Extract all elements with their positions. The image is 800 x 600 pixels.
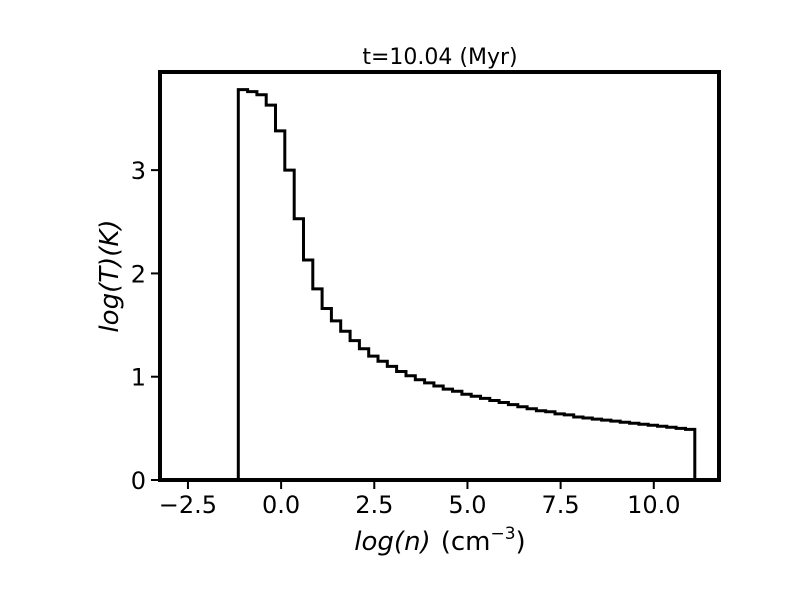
y-tick-label: 2	[131, 260, 146, 288]
x-axis-label-variable: log(n)	[354, 527, 430, 557]
x-axis-label-exponent: −3	[490, 524, 515, 544]
y-tick-label: 0	[131, 467, 146, 495]
x-axis-label-close: )	[516, 527, 526, 557]
x-tick-label: 7.5	[542, 491, 580, 519]
x-tick-label: 10.0	[627, 491, 680, 519]
axes-frame	[158, 70, 721, 482]
y-tick-label: 3	[131, 157, 146, 185]
x-axis-ticks: −2.5 0.0 2.5 5.0 7.5 10.0	[159, 480, 681, 519]
x-tick-label: 5.0	[448, 491, 486, 519]
x-axis-label-unit: (cm	[441, 527, 491, 557]
y-axis-label: log(T)(K)	[95, 219, 125, 332]
x-tick-label: −2.5	[159, 491, 217, 519]
chart-title: t=10.04 (Myr)	[362, 45, 517, 70]
series-step-line	[236, 88, 697, 480]
y-tick-label: 1	[131, 364, 146, 392]
plot-area	[158, 70, 721, 482]
x-tick-label: 0.0	[262, 491, 300, 519]
x-axis-label: log(n) (cm−3)	[354, 524, 525, 557]
y-axis-ticks: 0 1 2 3	[131, 157, 160, 495]
x-tick-label: 2.5	[355, 491, 393, 519]
